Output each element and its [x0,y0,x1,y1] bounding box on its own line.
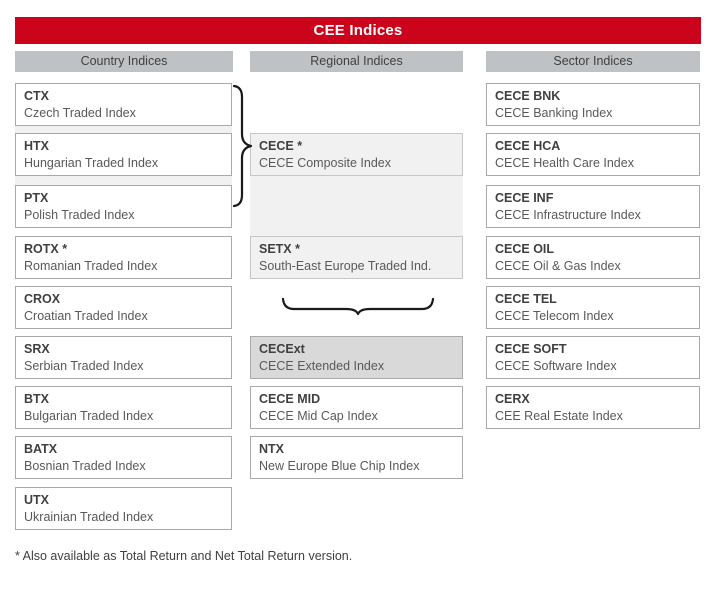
index-name: Bosnian Traded Index [24,459,146,473]
index-box-ntx: NTX New Europe Blue Chip Index [250,436,463,479]
index-name: CECE Extended Index [259,359,385,373]
index-ticker: SETX * [259,242,300,256]
index-box-cece-oil: CECE OIL CECE Oil & Gas Index [486,236,700,279]
index-name: Croatian Traded Index [24,309,148,323]
index-ticker: NTX [259,442,284,456]
index-name: Hungarian Traded Index [24,156,159,170]
index-name: Polish Traded Index [24,208,135,222]
index-ticker: CECE * [259,139,303,153]
index-name: Czech Traded Index [24,106,136,120]
index-ticker: SRX [24,342,50,356]
index-name: Romanian Traded Index [24,259,158,273]
index-name: CECE Health Care Index [495,156,634,170]
index-box-utx: UTX Ukrainian Traded Index [15,487,232,530]
index-box-htx: HTX Hungarian Traded Index [15,133,232,176]
index-name: South-East Europe Traded Ind. [259,259,432,273]
index-name: Serbian Traded Index [24,359,144,373]
index-ticker: CECE SOFT [495,342,567,356]
curly-brace-country-to-cece [232,84,253,208]
index-name: CECE Banking Index [495,106,613,120]
column-header-regional: Regional Indices [250,51,463,72]
index-box-crox: CROX Croatian Traded Index [15,286,232,329]
index-ticker: CTX [24,89,49,103]
index-ticker: PTX [24,191,49,205]
index-name: Bulgarian Traded Index [24,409,154,423]
index-name: CECE Telecom Index [495,309,614,323]
column-header-country: Country Indices [15,51,233,72]
index-ticker: CECExt [259,342,305,356]
index-box-cece-soft: CECE SOFT CECE Software Index [486,336,700,379]
index-box-rotx: ROTX * Romanian Traded Index [15,236,232,279]
index-box-cece-bnk: CECE BNK CECE Banking Index [486,83,700,126]
index-box-cece-hca: CECE HCA CECE Health Care Index [486,133,700,176]
index-name: CECE Mid Cap Index [259,409,378,423]
index-box-cerx: CERX CEE Real Estate Index [486,386,700,429]
index-ticker: CECE HCA [495,139,561,153]
index-name: Ukrainian Traded Index [24,510,154,524]
index-ticker: CROX [24,292,61,306]
index-box-cece-inf: CECE INF CECE Infrastructure Index [486,185,700,228]
index-box-srx: SRX Serbian Traded Index [15,336,232,379]
index-name: CECE Oil & Gas Index [495,259,621,273]
index-name: CECE Infrastructure Index [495,208,641,222]
index-box-cecext: CECExt CECE Extended Index [250,336,463,379]
index-ticker: CECE TEL [495,292,557,306]
index-box-cece: CECE * CECE Composite Index [250,133,463,176]
index-name: CEE Real Estate Index [495,409,623,423]
index-box-cece-mid: CECE MID CECE Mid Cap Index [250,386,463,429]
index-ticker: BATX [24,442,58,456]
index-ticker: BTX [24,392,49,406]
footnote: * Also available as Total Return and Net… [15,549,353,563]
index-ticker: HTX [24,139,49,153]
index-box-ptx: PTX Polish Traded Index [15,185,232,228]
index-name: CECE Composite Index [259,156,392,170]
index-name: New Europe Blue Chip Index [259,459,420,473]
index-ticker: CECE MID [259,392,321,406]
index-ticker: CECE INF [495,191,554,205]
column-header-sector: Sector Indices [486,51,700,72]
index-name: CECE Software Index [495,359,617,373]
index-ticker: UTX [24,493,49,507]
index-ticker: CECE BNK [495,89,561,103]
index-ticker: CECE OIL [495,242,555,256]
index-box-ctx: CTX Czech Traded Index [15,83,232,126]
page-title: CEE Indices [15,17,701,44]
index-box-btx: BTX Bulgarian Traded Index [15,386,232,429]
index-box-cece-tel: CECE TEL CECE Telecom Index [486,286,700,329]
index-box-setx: SETX * South-East Europe Traded Ind. [250,236,463,279]
index-box-batx: BATX Bosnian Traded Index [15,436,232,479]
curly-brace-setx-to-cecext [281,297,435,316]
index-ticker: CERX [495,392,530,406]
index-ticker: ROTX * [24,242,68,256]
